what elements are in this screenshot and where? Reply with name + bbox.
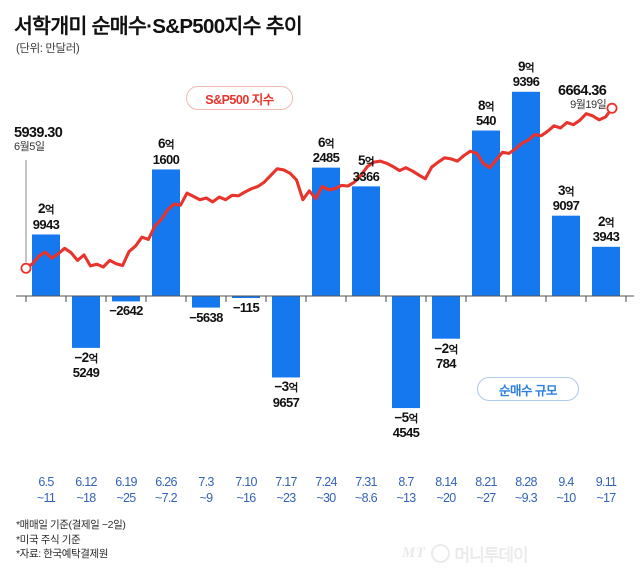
x-axis-tick-label-11: 8.14 ~20 (435, 475, 457, 505)
watermark: MT 머니투데이 (402, 541, 529, 566)
legend-sp500-index: S&P500 지수 (186, 86, 293, 110)
top-rule (0, 0, 640, 3)
bar-13 (512, 91, 540, 296)
bar-4 (152, 169, 180, 296)
x-axis-tick-label-15: 9.11 ~17 (595, 475, 617, 505)
footnote-1: *매매일 기준(결제일 −2일) (16, 519, 126, 531)
legend-net-purchase: 순매수 규모 (477, 377, 579, 401)
bar-9 (352, 186, 380, 296)
callout-end-value: 6664.36 (558, 83, 607, 99)
x-axis-tick-label-3: 6.19 ~25 (115, 475, 137, 505)
bar-2 (72, 296, 100, 348)
callout-start-date: 6월5일 (14, 141, 45, 153)
line-marker-start (20, 262, 32, 274)
watermark-ring-icon (430, 544, 450, 563)
footnote-2: *미국 주식 기준 (16, 533, 81, 546)
bar-3 (112, 296, 140, 302)
bar-12 (472, 130, 500, 296)
callout-start: 5939.30 6월5일 (14, 125, 63, 154)
bar-15 (592, 246, 620, 296)
chart-svg (16, 91, 634, 409)
sp500-line (24, 106, 614, 270)
bar-1 (32, 234, 60, 296)
callout-end: 6664.36 9월19일 (558, 83, 607, 112)
x-axis-tick-label-4: 6.26 ~7.2 (155, 475, 178, 505)
bar-5 (192, 296, 220, 308)
x-axis-tick-label-1: 6.5 ~11 (36, 475, 56, 505)
bar-10 (392, 296, 420, 409)
watermark-name: 머니투데이 (454, 546, 529, 565)
footnotes: *매매일 기준(결제일 −2일) *미국 주식 기준 *자료: 한국예탁결제원 (16, 518, 126, 562)
bar-11 (432, 296, 460, 339)
callout-end-date: 9월19일 (570, 99, 607, 111)
bar-14 (552, 215, 580, 296)
x-axis-tick-label-2: 6.12 ~18 (75, 475, 97, 505)
callout-start-value: 5939.30 (14, 125, 63, 141)
x-axis-tick-label-12: 8.21 ~27 (475, 475, 497, 505)
page-title: 서학개미 순매수·S&P500지수 추이 (14, 15, 303, 38)
bar-6 (232, 296, 260, 298)
x-axis-labels: 6.5 ~11 6.12 ~18 6.19 ~25 6.26 ~7.2 7.3 ~9 7.10 ~16… (0, 474, 640, 518)
chart-plot-area: 2억 9943 −2억 5249 −2642 6억 1600 −5638 −115 −3억 9657… (16, 60, 634, 440)
x-axis-tick-label-10: 8.7 ~13 (396, 475, 416, 505)
x-axis-tick-label-14: 9.4 ~10 (556, 475, 576, 505)
watermark-mt: MT (402, 545, 426, 561)
x-axis-tick-label-13: 8.28 ~9.3 (515, 475, 538, 505)
x-axis-tick-label-7: 7.17 ~23 (275, 475, 297, 505)
x-axis-tick-label-5: 7.3 ~9 (198, 475, 214, 505)
footnote-3: *자료: 한국예탁결제원 (16, 548, 109, 560)
x-axis-tick-label-6: 7.10 ~16 (235, 475, 257, 505)
line-marker-end (606, 102, 618, 114)
x-axis-tick-label-9: 7.31 ~8.6 (355, 475, 378, 505)
bar-7 (272, 296, 300, 378)
x-axis-tick-label-8: 7.24 ~30 (315, 475, 337, 505)
unit-note: (단위: 만달러) (16, 43, 80, 55)
